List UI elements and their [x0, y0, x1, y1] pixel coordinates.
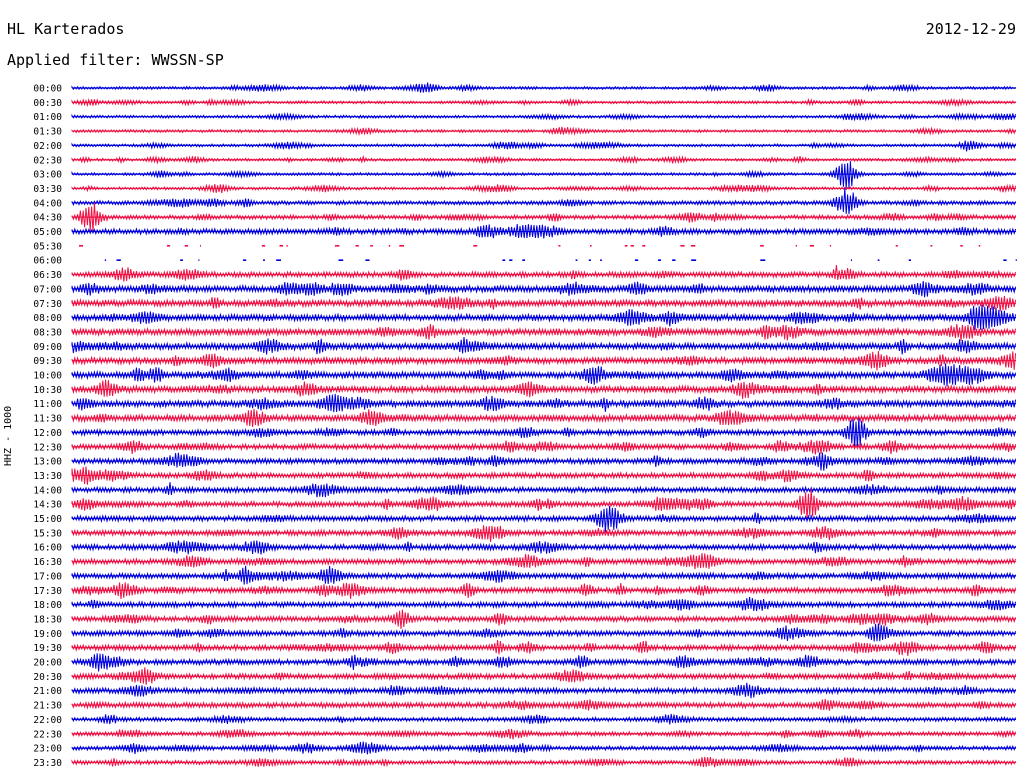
row-tick-label: 08:00: [33, 313, 62, 324]
trace-row: [71, 393, 1017, 413]
row-tick-label: 05:00: [33, 227, 62, 238]
row-tick-label: 07:00: [33, 284, 62, 295]
row-tick-label: 21:30: [33, 701, 62, 712]
row-tick-label: 15:30: [33, 528, 62, 539]
row-tick-label: 00:30: [33, 98, 62, 109]
row-tick-label: 18:30: [33, 614, 62, 625]
row-tick-label: 11:00: [33, 399, 62, 410]
row-tick-label: 15:00: [33, 514, 62, 525]
date-label: 2012-12-29: [925, 20, 1016, 38]
trace-row: [71, 140, 1017, 152]
row-tick-label: 01:00: [33, 112, 62, 123]
row-tick-label: 23:00: [33, 744, 62, 755]
row-tick-label: 10:00: [33, 371, 62, 382]
row-tick-label: 14:00: [33, 485, 62, 496]
trace-row: [71, 565, 1017, 585]
row-tick-label: 09:00: [33, 342, 62, 353]
row-tick-label: 10:30: [33, 385, 62, 396]
row-tick-label: 05:30: [33, 241, 62, 252]
row-tick-label: 16:00: [33, 543, 62, 554]
row-tick-label: 19:00: [33, 629, 62, 640]
row-tick-label: 19:30: [33, 643, 62, 654]
trace-row: [71, 623, 1017, 642]
row-tick-label: 00:00: [33, 84, 62, 95]
trace-row: [71, 265, 1017, 282]
row-tick-label: 20:30: [33, 672, 62, 683]
row-tick-labels: 00:00 00:30 01:00 01:30 02:00 02:30 03:00 03:30…: [33, 84, 62, 769]
row-tick-label: 04:00: [33, 198, 62, 209]
trace-rows: [71, 82, 1017, 768]
station-title: HL Karterados: [7, 20, 125, 38]
row-tick-label: 17:00: [33, 571, 62, 582]
row-tick-label: 16:30: [33, 557, 62, 568]
row-tick-label: 03:00: [33, 170, 62, 181]
row-tick-label: 23:30: [33, 758, 62, 769]
trace-row: [71, 525, 1017, 542]
row-tick-label: 03:30: [33, 184, 62, 195]
row-tick-label: 13:00: [33, 457, 62, 468]
row-tick-label: 12:30: [33, 442, 62, 453]
row-tick-label: 11:30: [33, 414, 62, 425]
row-tick-label: 02:00: [33, 141, 62, 152]
row-tick-label: 04:30: [33, 213, 62, 224]
row-tick-label: 21:00: [33, 686, 62, 697]
row-tick-label: 02:30: [33, 155, 62, 166]
row-tick-label: 22:30: [33, 729, 62, 740]
row-tick-label: 08:30: [33, 327, 62, 338]
filter-label: Applied filter: WWSSN-SP: [7, 51, 224, 69]
row-tick-label: 12:00: [33, 428, 62, 439]
row-tick-label: 14:30: [33, 500, 62, 511]
row-tick-label: 13:30: [33, 471, 62, 482]
trace-row: [71, 161, 1017, 189]
row-tick-label: 01:30: [33, 127, 62, 138]
row-tick-label: 06:00: [33, 256, 62, 267]
row-tick-label: 06:30: [33, 270, 62, 281]
row-tick-label: 09:30: [33, 356, 62, 367]
row-tick-label: 20:00: [33, 658, 62, 669]
row-tick-label: 22:00: [33, 715, 62, 726]
row-tick-label: 07:30: [33, 299, 62, 310]
row-tick-label: 18:00: [33, 600, 62, 611]
row-tick-label: 17:30: [33, 586, 62, 597]
